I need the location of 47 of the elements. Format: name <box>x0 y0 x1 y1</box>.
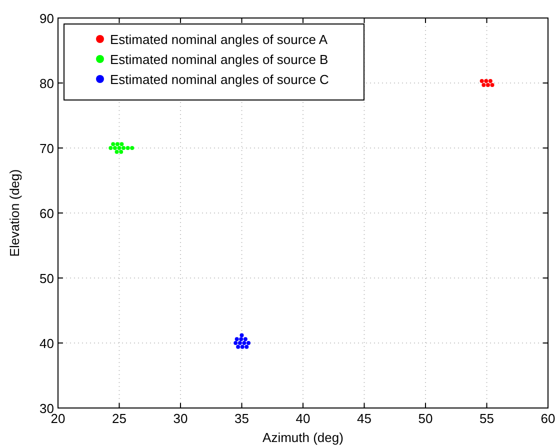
point <box>130 146 134 150</box>
x-tick-label: 40 <box>296 411 310 426</box>
point <box>246 341 250 345</box>
point <box>482 82 486 87</box>
x-tick-label: 50 <box>418 411 433 426</box>
legend-label: Estimated nominal angles of source C <box>110 72 329 87</box>
point <box>242 341 246 345</box>
y-tick-label: 40 <box>40 336 54 351</box>
point <box>243 337 248 342</box>
legend-label: Estimated nominal angles of source A <box>110 32 328 47</box>
point <box>240 344 244 349</box>
x-axis-title: Azimuth (deg) <box>262 430 344 445</box>
point <box>112 146 117 150</box>
point <box>234 337 239 342</box>
legend-label: Estimated nominal angles of source B <box>110 52 328 67</box>
y-axis-title: Elevation (deg) <box>7 169 22 257</box>
point <box>236 344 240 349</box>
x-tick-label: 30 <box>173 411 188 426</box>
point <box>244 344 249 349</box>
point <box>490 82 494 87</box>
point <box>239 337 244 342</box>
x-tick-label: 45 <box>357 411 372 426</box>
point <box>115 142 120 146</box>
point <box>126 146 130 150</box>
x-tick-label: 55 <box>480 411 494 426</box>
y-tick-label: 60 <box>40 206 54 221</box>
point <box>114 150 119 154</box>
point <box>120 142 124 146</box>
point <box>122 146 126 150</box>
y-tick-label: 70 <box>40 141 54 156</box>
point <box>108 146 113 150</box>
x-tick-label: 60 <box>540 411 556 426</box>
point <box>238 341 242 345</box>
y-tick-label: 50 <box>40 271 54 286</box>
point <box>117 146 122 150</box>
point <box>486 82 490 87</box>
y-tick-label: 80 <box>40 76 54 91</box>
point <box>111 142 116 146</box>
x-tick-label: 35 <box>234 411 249 426</box>
point <box>234 341 238 345</box>
x-tick-label: 25 <box>112 411 126 426</box>
point <box>240 333 244 338</box>
point <box>484 79 488 84</box>
point <box>488 79 492 84</box>
point <box>480 79 484 84</box>
point <box>119 150 124 154</box>
y-tick-label: 90 <box>40 11 54 26</box>
